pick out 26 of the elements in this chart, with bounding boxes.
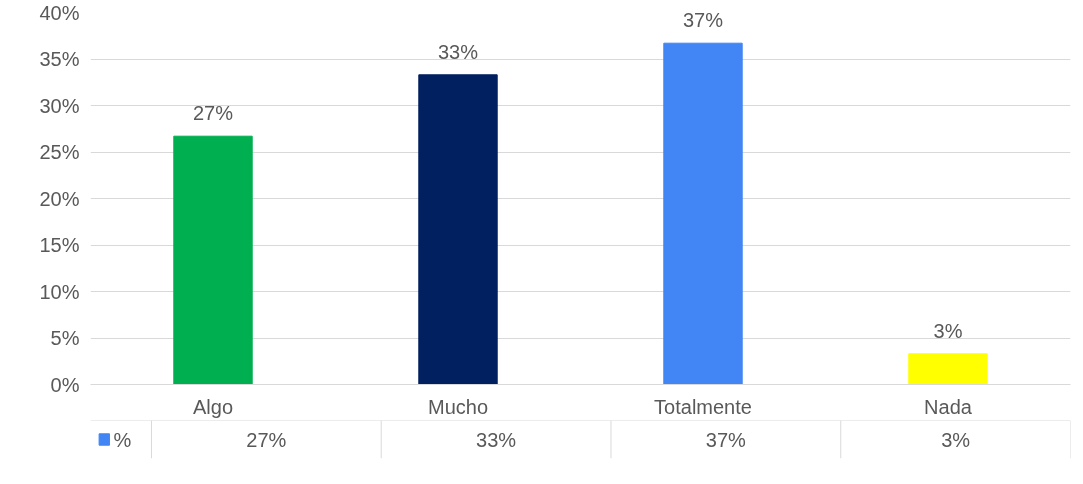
legend-label: %: [113, 428, 132, 451]
bar: [908, 353, 988, 385]
text: 37%: [682, 9, 724, 32]
y-tick-label: 35%: [39, 48, 80, 70]
y-tick-label: 10%: [39, 280, 80, 303]
bar: [418, 74, 498, 385]
text: 27%: [192, 102, 234, 125]
y-tick-label: 40%: [39, 1, 80, 24]
data-label: 37%: [705, 428, 747, 451]
y-tick-label: 25%: [39, 141, 80, 163]
x-tick-label: Nada: [924, 395, 973, 418]
data-label: 3%: [941, 428, 971, 451]
bar: [663, 42, 743, 385]
y-tick-label: 5%: [50, 327, 80, 349]
x-tick-label: Mucho: [427, 395, 489, 418]
y-tick-label: 15%: [39, 234, 80, 256]
x-tick-label: Totalmente: [654, 395, 752, 418]
y-tick-label: 30%: [39, 94, 80, 117]
x-tick-label: Algo: [192, 395, 234, 418]
text: 3%: [933, 319, 963, 342]
y-tick-label: 20%: [39, 187, 80, 210]
bar: [173, 135, 253, 385]
data-label: 27%: [246, 428, 287, 451]
y-tick-label: 0%: [50, 373, 80, 396]
data-label: 33%: [476, 428, 517, 451]
text: 33%: [437, 40, 479, 63]
